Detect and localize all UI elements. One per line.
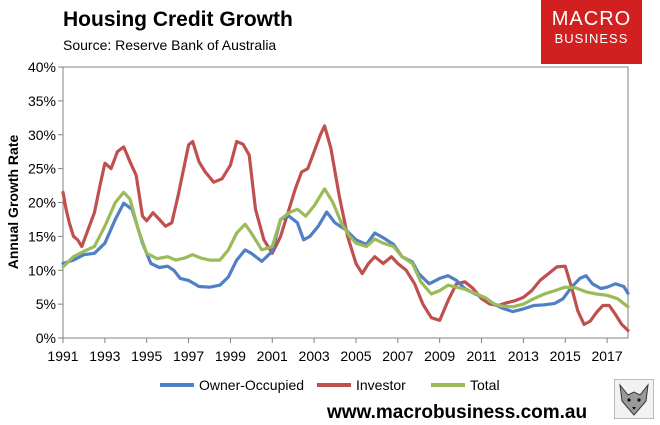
x-tick-label: 2005: [340, 348, 371, 364]
x-tick-label: 2013: [508, 348, 539, 364]
y-tick-label: 0%: [36, 330, 56, 346]
logo-line-2: BUSINESS: [554, 31, 629, 46]
x-tick-label: 2007: [382, 348, 413, 364]
x-tick-label: 2011: [466, 348, 496, 364]
legend-swatch-owner-occupied: [160, 383, 194, 387]
y-tick-label: 40%: [28, 59, 56, 75]
y-tick-label: 5%: [36, 296, 56, 312]
legend-item-investor: Investor: [317, 377, 406, 393]
legend-label-investor: Investor: [356, 377, 406, 393]
y-tick-label: 25%: [28, 161, 56, 177]
series-line-total: [61, 187, 630, 309]
x-tick-label: 1991: [47, 348, 78, 364]
x-tick-label: 2009: [424, 348, 455, 364]
macrobusiness-logo: MACRO BUSINESS: [541, 0, 642, 64]
legend-swatch-total: [431, 383, 465, 387]
fox-icon: [614, 379, 654, 419]
y-tick-label: 35%: [28, 93, 56, 109]
y-tick-label: 10%: [28, 262, 56, 278]
x-tick-label: 2003: [299, 348, 330, 364]
legend-label-total: Total: [470, 377, 500, 393]
y-tick-label: 30%: [28, 127, 56, 143]
x-tick-label: 1993: [89, 348, 120, 364]
legend-item-total: Total: [431, 377, 500, 393]
legend: Owner-Occupied Investor Total: [0, 377, 660, 397]
x-tick-label: 2001: [257, 348, 288, 364]
chart-subtitle: Source: Reserve Bank of Australia: [63, 37, 277, 53]
x-tick-label: 1997: [173, 348, 204, 364]
series-line-investor: [61, 124, 630, 333]
legend-label-owner-occupied: Owner-Occupied: [199, 377, 305, 393]
x-tick-label: 1999: [215, 348, 246, 364]
y-tick-label: 20%: [28, 195, 56, 211]
x-tick-label: 2017: [591, 348, 622, 364]
y-tick-label: 15%: [28, 228, 56, 244]
chart-title: Housing Credit Growth: [63, 8, 293, 31]
x-tick-label: 2015: [550, 348, 581, 364]
logo-line-1: MACRO: [551, 8, 632, 30]
x-tick-label: 1995: [131, 348, 162, 364]
legend-item-owner-occupied: Owner-Occupied: [160, 377, 304, 393]
plot-area-border: [62, 66, 629, 339]
website-url: www.macrobusiness.com.au: [327, 402, 588, 423]
legend-swatch-investor: [317, 383, 351, 387]
